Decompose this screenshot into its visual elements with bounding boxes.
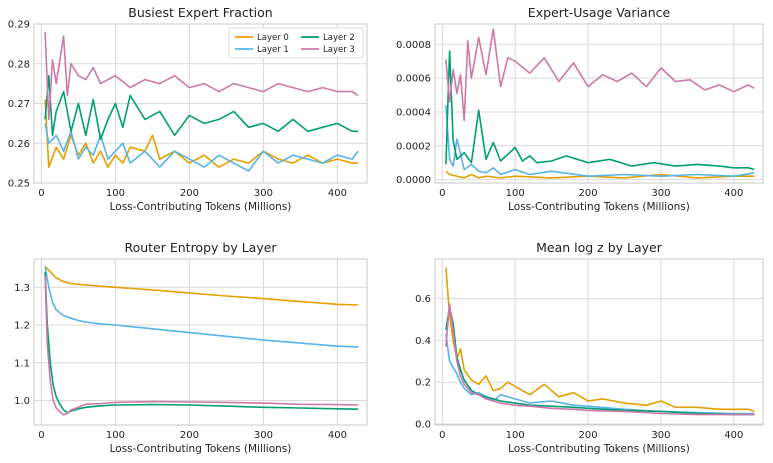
series-line-layer-2 [44, 272, 359, 414]
x-tick-label: 100 [106, 188, 125, 199]
x-axis-label: Loss-Contributing Tokens (Millions) [110, 201, 292, 213]
y-tick-label: 0.27 [8, 99, 30, 110]
series-line-layer-2 [445, 50, 755, 171]
y-tick-label: 0.28 [8, 59, 30, 70]
x-tick-label: 100 [506, 188, 525, 199]
x-tick-label: 100 [106, 430, 125, 441]
plot-frame [33, 23, 368, 184]
x-tick-label: 400 [328, 188, 347, 199]
x-tick-label: 0 [38, 188, 44, 199]
plot-frame [434, 23, 764, 184]
y-tick-label: 0.0008 [396, 40, 431, 51]
legend-label-layer-2: Layer 2 [323, 33, 355, 43]
x-tick-label: 400 [724, 430, 743, 441]
chart-panel-router-entropy-by-layer: 0 100 200 300 400 1.0 1.1 1.2 1.3 Router Entropy … [14, 240, 368, 455]
y-tick-label: 0.0000 [396, 175, 431, 186]
legend-label-layer-1: Layer 1 [257, 45, 289, 55]
x-tick-label: 300 [651, 430, 670, 441]
y-tick-label: 0.0 [415, 419, 431, 430]
legend-label-layer-3: Layer 3 [323, 45, 355, 55]
y-tick-label: 0.2 [415, 378, 431, 389]
x-tick-label: 200 [180, 188, 199, 199]
x-axis-label: Loss-Contributing Tokens (Millions) [110, 443, 292, 455]
x-tick-label: 0 [439, 430, 445, 441]
legend-box [228, 27, 364, 59]
chart-title: Busiest Expert Fraction [128, 5, 272, 20]
legend-label-layer-0: Layer 0 [257, 33, 289, 43]
x-tick-label: 400 [328, 430, 347, 441]
x-tick-label: 0 [439, 188, 445, 199]
series-line-layer-0 [445, 170, 755, 179]
plot-frame [434, 258, 764, 426]
series-line-layer-3 [44, 275, 359, 416]
x-tick-label: 200 [180, 430, 199, 441]
y-tick-label: 0.25 [8, 179, 30, 190]
series-line-layer-0 [44, 265, 359, 306]
chart-panel-expert-usage-variance: 0 100 200 300 400 0.0000 0.0002 0.0004 0.0006 0.0… [396, 5, 764, 213]
y-tick-label: 0.0004 [396, 107, 431, 118]
x-tick-label: 100 [506, 430, 525, 441]
y-tick-label: 1.2 [14, 321, 30, 332]
series-line-layer-3 [445, 303, 755, 416]
plot-frame [33, 258, 368, 426]
x-tick-label: 300 [254, 188, 273, 199]
x-tick-label: 200 [579, 430, 598, 441]
series-line-layer-3 [445, 28, 755, 122]
series-line-layer-1 [44, 123, 359, 172]
x-axis-label: Loss-Contributing Tokens (Millions) [508, 443, 690, 455]
series-line-layer-2 [44, 74, 359, 141]
chart-panel-mean-log-z-by-layer: 0 100 200 300 400 0.0 0.2 0.4 0.6 Mean log z by L… [415, 240, 764, 455]
y-tick-label: 0.6 [415, 294, 431, 305]
plot-area [435, 24, 763, 183]
plot-area [34, 259, 367, 425]
series-line-layer-1 [445, 105, 755, 177]
series-line-layer-0 [445, 267, 755, 413]
chart-title: Router Entropy by Layer [124, 240, 277, 255]
x-tick-label: 300 [254, 430, 273, 441]
y-tick-label: 0.0006 [396, 74, 431, 85]
y-tick-label: 1.0 [14, 396, 30, 407]
chart-title: Mean log z by Layer [536, 240, 663, 255]
y-tick-label: 1.3 [14, 283, 30, 294]
x-tick-label: 0 [38, 430, 44, 441]
y-tick-label: 0.26 [8, 139, 30, 150]
chart-panel-busiest-expert-fraction: 0 100 200 300 400 0.25 0.26 0.27 0.28 0.29 Busiest… [8, 5, 368, 213]
y-tick-label: 1.1 [14, 358, 30, 369]
x-axis-label: Loss-Contributing Tokens (Millions) [508, 201, 690, 213]
series-line-layer-1 [44, 266, 359, 348]
series-line-layer-2 [445, 306, 755, 416]
legend: Layer 0 Layer 1 Layer 2 Layer 3 [228, 27, 364, 59]
y-tick-label: 0.4 [415, 336, 431, 347]
y-tick-label: 0.0002 [396, 141, 431, 152]
series-line-layer-3 [44, 31, 359, 121]
x-tick-label: 400 [724, 188, 743, 199]
chart-title: Expert-Usage Variance [528, 5, 671, 20]
y-tick-label: 0.29 [8, 20, 30, 31]
x-tick-label: 300 [651, 188, 670, 199]
x-tick-label: 200 [579, 188, 598, 199]
